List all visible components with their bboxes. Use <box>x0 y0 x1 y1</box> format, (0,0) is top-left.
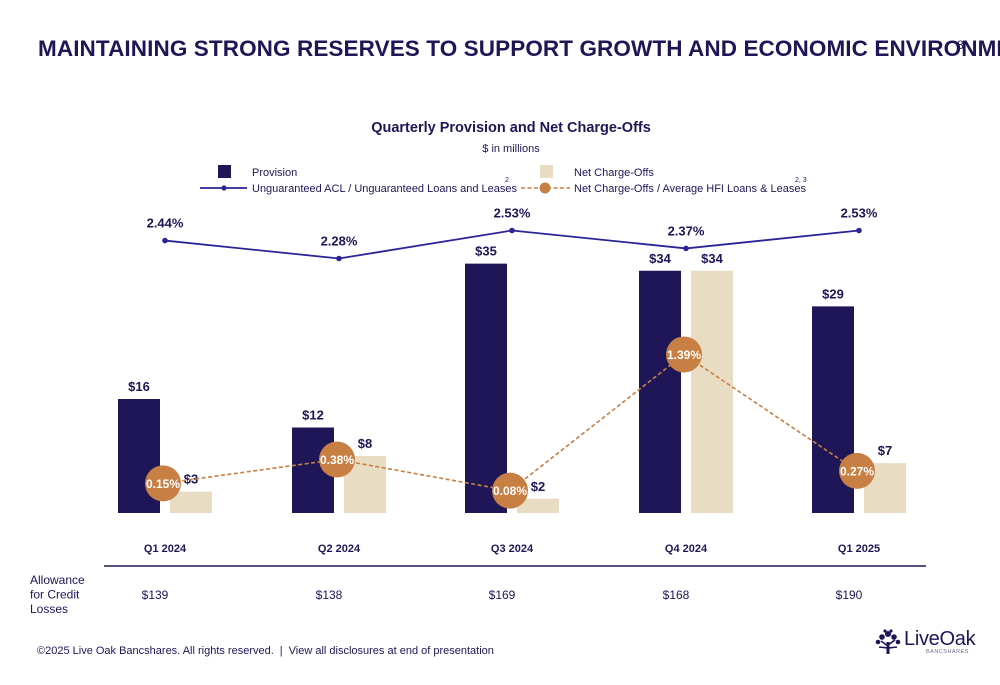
footer: ©2025 Live Oak Bancshares. All rights re… <box>37 645 494 657</box>
legend-label-acl: Unguaranteed ACL / Unguaranteed Loans an… <box>252 183 518 195</box>
legend-superscript-acl: 2 <box>505 177 509 184</box>
page-title: MAINTAINING STRONG RESERVES TO SUPPORT G… <box>38 36 1000 61</box>
acl-ratio-label: 2.44% <box>147 216 184 231</box>
nco-ratio-point <box>145 465 181 502</box>
provision-bar <box>465 263 507 513</box>
acl-ratio-point <box>683 245 689 252</box>
acl-ratio-point <box>509 227 515 234</box>
nco-ratio-label: 0.15% <box>146 477 180 491</box>
live-oak-logo: LiveOak BANCSHARES <box>874 628 976 658</box>
provision-data-label: $34 <box>649 251 671 266</box>
net-charge-offs-bar <box>517 498 559 513</box>
acl-ratio-point <box>856 227 862 234</box>
category-label: Q4 2024 <box>665 543 708 555</box>
nco-ratio-point <box>839 452 875 489</box>
legend-swatch-net-charge-offs <box>540 165 553 178</box>
nco-ratio-label: 0.27% <box>840 464 874 478</box>
legend-marker-nco-ratio <box>539 182 551 194</box>
category-label: Q1 2024 <box>144 543 187 555</box>
provision-data-label: $12 <box>302 408 324 423</box>
acl-row-label: Allowance for Credit Losses <box>30 573 85 616</box>
acl-row-value: $169 <box>489 588 516 602</box>
logo-subtitle: BANCSHARES <box>926 649 969 655</box>
acl-row-value: $139 <box>142 588 169 602</box>
acl-ratio-label: 2.28% <box>321 234 358 249</box>
legend-marker-acl <box>221 185 227 191</box>
chart-title: Quarterly Provision and Net Charge-Offs <box>371 120 651 136</box>
acl-ratio-label: 2.37% <box>668 223 705 238</box>
acl-ratio-point <box>162 237 168 244</box>
acl-ratio-point <box>336 255 342 262</box>
provision-bar <box>639 270 681 513</box>
net-charge-offs-bar <box>691 270 733 513</box>
acl-row-value: $138 <box>316 588 343 602</box>
acl-ratio-label: 2.53% <box>841 206 878 221</box>
nco-ratio-label: 0.08% <box>493 484 527 498</box>
footer-copyright: ©2025 Live Oak Bancshares. All rights re… <box>37 645 274 657</box>
logo-wordmark: LiveOak <box>904 628 976 650</box>
category-label: Q1 2025 <box>838 543 880 555</box>
page-number: 8 <box>957 38 964 52</box>
legend-label-net-charge-offs: Net Charge-Offs <box>574 167 654 179</box>
chart-subtitle: $ in millions <box>482 143 540 155</box>
provision-data-label: $29 <box>822 286 844 301</box>
net-charge-offs-data-label: $7 <box>878 443 892 458</box>
nco-ratio-point <box>666 336 702 373</box>
nco-ratio-point <box>319 441 355 478</box>
provision-data-label: $35 <box>475 244 497 259</box>
net-charge-offs-bar <box>170 491 212 513</box>
legend-swatch-provision <box>218 165 231 178</box>
nco-ratio-point <box>492 472 528 509</box>
acl-row-value: $168 <box>663 588 690 602</box>
acl-ratio-label: 2.53% <box>494 206 531 221</box>
legend-label-provision: Provision <box>252 167 297 179</box>
legend-superscript-nco-ratio: 2, 3 <box>795 177 807 184</box>
nco-ratio-label: 0.38% <box>320 453 354 467</box>
net-charge-offs-data-label: $8 <box>358 436 372 451</box>
footer-disclosure: View all disclosures at end of presentat… <box>288 645 494 657</box>
nco-ratio-label: 1.39% <box>667 348 701 362</box>
net-charge-offs-data-label: $34 <box>701 251 723 266</box>
nco-ratio-line <box>162 353 858 492</box>
footer-separator: | <box>279 645 283 657</box>
acl-ratio-line <box>164 229 860 260</box>
oak-tree-icon <box>875 629 901 654</box>
provision-data-label: $16 <box>128 379 150 394</box>
acl-row-value: $190 <box>836 588 863 602</box>
category-label: Q3 2024 <box>491 543 534 555</box>
net-charge-offs-data-label: $2 <box>531 479 545 494</box>
legend-label-nco-ratio: Net Charge-Offs / Average HFI Loans & Le… <box>574 183 806 195</box>
category-label: Q2 2024 <box>318 543 361 555</box>
